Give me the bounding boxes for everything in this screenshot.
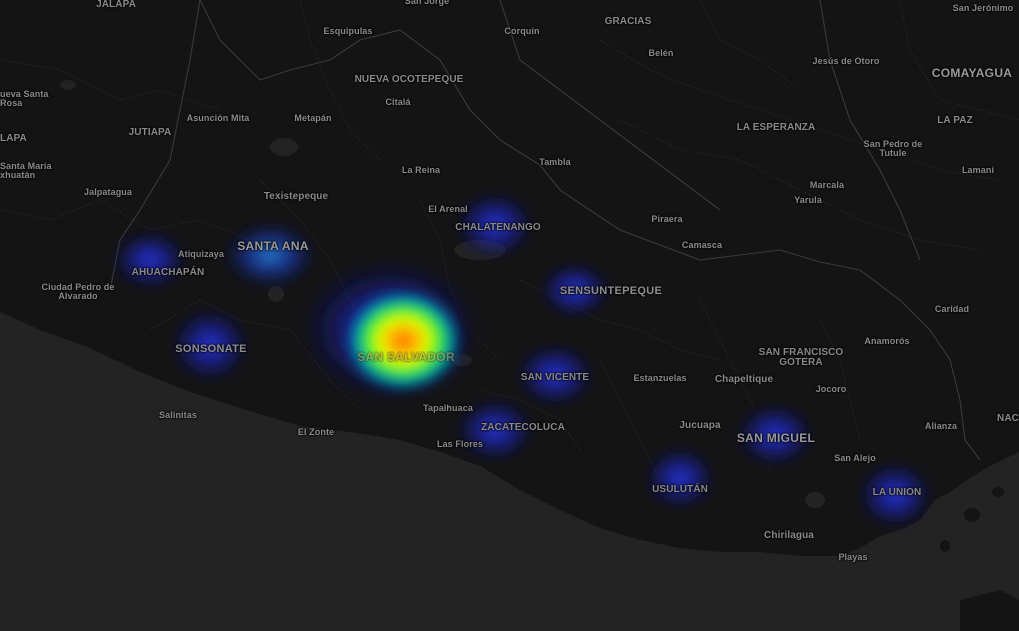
label-san-alejo: San Alejo <box>834 453 876 463</box>
label-alianza: Alianza <box>924 421 958 431</box>
label-jocoro: Jocoro <box>815 384 847 394</box>
label-chalatenango: CHALATENANGO <box>455 222 541 233</box>
label-ciudad-pedro-de-alvarado: Ciudad Pedro de Alvarado <box>41 282 115 301</box>
lake-olomega <box>805 492 825 508</box>
lake-guija <box>270 138 298 156</box>
heat-la-union <box>857 461 933 529</box>
label-sonsonate: SONSONATE <box>175 343 247 355</box>
label-comayagua: COMAYAGUA <box>931 66 1013 80</box>
heat-san-salvador-core <box>345 290 462 392</box>
label-jalapa: JALAPA <box>96 0 136 10</box>
label-anamoros: Anamorós <box>864 336 910 346</box>
lake-small <box>60 80 76 90</box>
country-borders <box>109 0 981 461</box>
label-la-reina: La Reina <box>401 165 441 175</box>
label-jesus-de-otoro: Jesús de Otoro <box>812 56 880 66</box>
label-caridad: Caridad <box>934 304 970 314</box>
label-tapalhuaca: Tapalhuaca <box>423 403 473 413</box>
heat-santa-ana <box>222 221 318 289</box>
label-citala: Citalá <box>385 97 411 107</box>
label-la-union: LA UNION <box>872 487 922 498</box>
label-gracias: GRACIAS <box>604 16 652 27</box>
label-chirilagua: Chirilagua <box>764 530 814 541</box>
label-san-francisco-gotera: SAN FRANCISCO GOTERA <box>758 347 844 368</box>
label-lapa: LAPA <box>0 133 27 144</box>
label-playas: Playas <box>838 552 868 562</box>
label-el-arenal: El Arenal <box>428 204 468 214</box>
label-asuncion-mita: Asunción Mita <box>186 113 250 123</box>
label-nueva-ocotepeque: NUEVA OCOTEPEQUE <box>354 74 464 85</box>
label-yarula: Yarula <box>794 195 822 205</box>
label-belen: Belén <box>648 48 674 58</box>
label-usulutan: USULUTÁN <box>652 484 708 495</box>
heat-sonsonate <box>170 307 250 383</box>
heatmap-layer <box>112 191 933 529</box>
label-lamani: Lamaní <box>961 165 995 175</box>
label-esquipulas: Esquipulas <box>323 26 373 36</box>
label-nueva-santa-rosa: ueva Santa Rosa <box>0 89 49 108</box>
label-corquin: Corquín <box>504 26 540 36</box>
label-jalpatagua: Jalpatagua <box>83 187 133 197</box>
label-san-vicente: SAN VICENTE <box>520 372 590 383</box>
heat-san-vicente <box>515 343 595 407</box>
label-san-jorge: San Jorge <box>404 0 450 6</box>
label-san-salvador: SAN SALVADOR <box>357 350 455 364</box>
label-estanzuelas: Estanzuelas <box>633 373 687 383</box>
label-piraera: Piraera <box>651 214 683 224</box>
label-jucuapa: Jucuapa <box>679 420 721 431</box>
island <box>964 508 980 522</box>
pacific-ocean <box>0 312 1019 631</box>
label-san-miguel: SAN MIGUEL <box>736 431 816 445</box>
heat-ahuachapan <box>112 230 188 290</box>
heat-sensuntepeque <box>539 262 611 318</box>
label-camasca: Camasca <box>681 240 723 250</box>
island <box>940 540 950 552</box>
label-san-jeronimo: San Jerónimo <box>952 3 1014 13</box>
label-santa-ana: SANTA ANA <box>237 239 309 253</box>
island <box>992 487 1004 497</box>
label-metapan: Metapán <box>294 113 332 123</box>
label-la-esperanza: LA ESPERANZA <box>736 122 816 133</box>
label-nac: NAC <box>997 413 1019 424</box>
label-sensuntepeque: SENSUNTEPEQUE <box>559 285 663 297</box>
label-las-flores: Las Flores <box>436 439 484 449</box>
label-marcala: Marcala <box>809 180 845 190</box>
label-ahuachapan: AHUACHAPÁN <box>131 267 205 278</box>
coast-south-east <box>960 590 1019 631</box>
label-atiquizaya: Atiquizaya <box>177 249 225 259</box>
label-santa-maria-ixhuatan: Santa María xhuatán <box>0 161 52 180</box>
label-san-pedro-de-tutule: San Pedro de Tutule <box>863 139 923 158</box>
label-tambla: Tambla <box>539 157 571 167</box>
label-zacatecoluca: ZACATECOLUCA <box>481 422 565 433</box>
label-chapeltique: Chapeltique <box>714 374 774 385</box>
label-la-paz: LA PAZ <box>937 115 973 126</box>
lake-coatepeque <box>268 286 284 302</box>
label-jutiapa: JUTIAPA <box>128 127 172 138</box>
heat-usulutan <box>644 446 716 510</box>
heat-zacatecoluca <box>455 398 535 462</box>
heat-chalatenango <box>455 191 535 259</box>
heat-san-miguel <box>735 403 815 467</box>
label-el-zonte: El Zonte <box>297 427 335 437</box>
label-salinitas: Salinitas <box>159 410 197 420</box>
label-texistepeque: Texistepeque <box>263 191 329 202</box>
